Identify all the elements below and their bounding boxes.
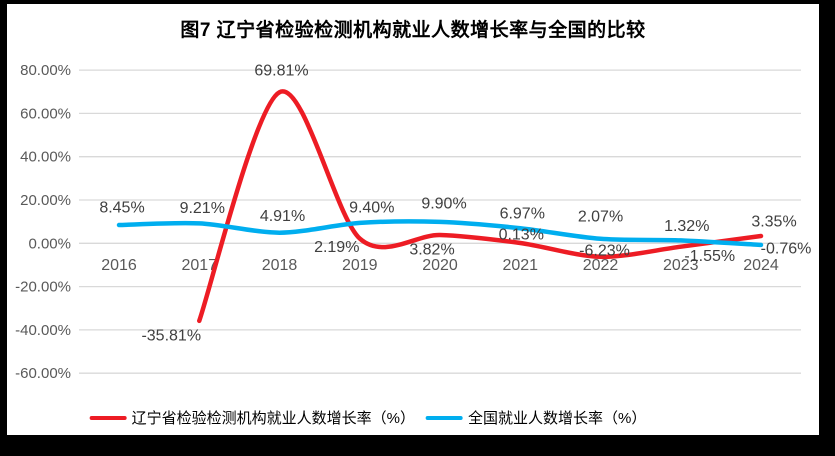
legend-label-liaoning: 辽宁省检验检测机构就业人数增长率（%） (131, 410, 415, 427)
data-label: 3.35% (751, 214, 796, 231)
data-label: 3.82% (409, 242, 454, 259)
data-label: 0.13% (499, 227, 544, 244)
series-line-national (116, 219, 764, 248)
data-label: -35.81% (141, 327, 201, 344)
x-axis-tick-label: 2020 (422, 257, 458, 274)
data-label: 9.21% (180, 200, 225, 217)
y-axis-tick-label: 20.00% (20, 192, 71, 209)
data-label: 4.91% (260, 208, 305, 225)
x-axis-tick-label: 2022 (583, 257, 619, 274)
data-label: 2.19% (314, 239, 359, 256)
y-axis-tick-label: -40.00% (15, 322, 71, 339)
x-axis-tick-label: 2023 (663, 257, 699, 274)
y-axis-tick-label: -60.00% (15, 365, 71, 382)
y-axis-tick-label: -20.00% (15, 279, 71, 296)
data-label: 9.40% (349, 199, 394, 216)
data-label: 1.32% (664, 218, 709, 235)
data-label: 8.45% (99, 200, 144, 217)
x-axis-tick-label: 2024 (743, 257, 779, 274)
legend: 辽宁省检验检测机构就业人数增长率（%） 全国就业人数增长率（%） (89, 407, 646, 428)
legend-item-liaoning: 辽宁省检验检测机构就业人数增长率（%） (89, 407, 415, 428)
data-label: 69.81% (254, 63, 308, 80)
legend-swatch-national-line-icon (426, 415, 463, 420)
x-axis-tick-label: 2018 (262, 257, 298, 274)
series-line-liaoning (197, 89, 764, 324)
legend-swatch-liaoning-line-icon (89, 415, 127, 420)
y-axis-tick-label: 80.00% (20, 62, 71, 79)
chart-title: 图7 辽宁省检验检测机构就业人数增长率与全国的比较 (180, 20, 646, 41)
data-label: 2.07% (578, 208, 623, 225)
y-axis-tick-label: 40.00% (20, 149, 71, 166)
legend-item-national: 全国就业人数增长率（%） (426, 407, 646, 428)
data-label: -1.55% (684, 248, 735, 265)
data-label: -6.23% (579, 242, 630, 259)
x-axis-tick-label: 2016 (101, 257, 137, 274)
data-label: 6.97% (500, 206, 545, 223)
data-label: 9.90% (421, 195, 466, 212)
y-axis-tick-label: 0.00% (28, 235, 71, 252)
legend-label-national: 全国就业人数增长率（%） (468, 410, 647, 427)
y-axis-tick-label: 60.00% (20, 105, 71, 122)
x-axis-tick-label: 2017 (181, 257, 217, 274)
data-label: -0.76% (761, 240, 812, 257)
x-axis-tick-label: 2021 (502, 257, 538, 274)
x-axis-tick-label: 2019 (342, 257, 378, 274)
